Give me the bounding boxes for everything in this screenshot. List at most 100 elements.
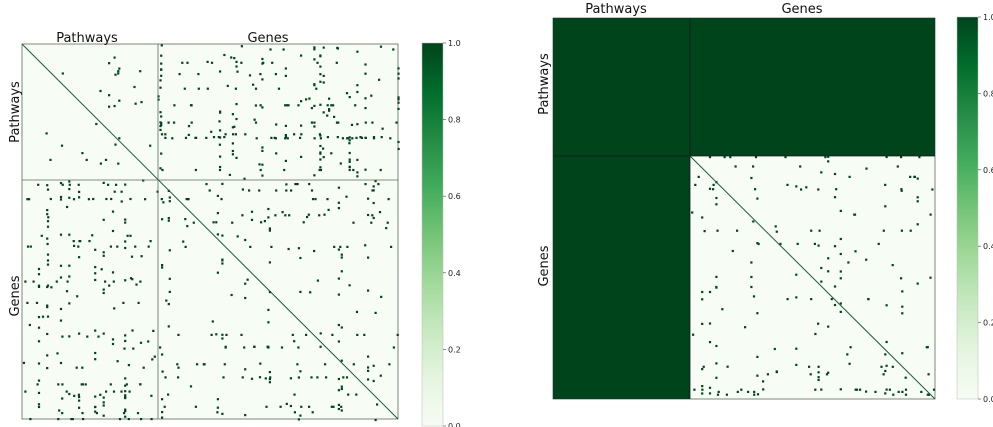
heatmap-cell [348,158,351,161]
heatmap-cell [322,111,325,114]
heatmap-cell [94,351,97,355]
heatmap-cell [820,171,823,174]
heatmap-cell [46,332,49,336]
heatmap-cell [901,312,904,315]
heatmap-cell [354,104,357,107]
heatmap-cell [827,325,830,328]
heatmap-cell [736,390,739,393]
heatmap-cell [99,89,102,93]
heatmap-cell [230,293,233,297]
heatmap-cell [820,388,823,391]
heatmap-cell [151,358,154,361]
colorbar-tick-label: 0.8 [983,89,993,98]
heatmap-cell [753,390,756,393]
heatmap-cell [215,333,218,336]
heatmap-cell [102,288,105,291]
heatmap-cell [105,390,108,393]
heatmap-cell [784,156,787,159]
heatmap-cell [218,143,221,146]
heatmap-cell [701,368,704,371]
heatmap-cell [694,183,697,186]
heatmap-cell [345,92,349,95]
heatmap-cell [68,264,71,267]
heatmap-cell [236,70,239,73]
heatmap-cell [46,259,50,262]
right-top-label-genes: Genes [781,2,822,17]
heatmap-cell [75,366,78,369]
heatmap-cell [297,104,300,107]
heatmap-cell [885,388,888,391]
heatmap-cell [60,144,64,147]
heatmap-cell [150,394,153,397]
heatmap-cell [316,279,319,282]
heatmap-cell [231,149,234,153]
heatmap-cell [259,73,262,76]
heatmap-cell [300,124,303,127]
heatmap-cell [901,290,904,293]
heatmap-cell [224,346,227,349]
colorbar-tick-label: 0.6 [983,166,993,175]
heatmap-cell [142,179,145,182]
heatmap-cell [149,240,152,243]
heatmap-cell [363,333,366,336]
heatmap-cell [134,102,137,105]
heatmap-cell [326,136,329,139]
heatmap-cell [289,377,292,380]
heatmap-cell [124,246,127,250]
heatmap-cell [223,136,226,139]
heatmap-cell [37,405,41,409]
heatmap-cell [124,183,127,186]
heatmap-cell [78,190,81,193]
colorbar-right: 0.0 0.2 0.4 0.6 0.8 1.0 [956,13,993,404]
heatmap-cell [848,175,851,178]
heatmap-cell [210,333,213,336]
heatmap-cell [163,405,166,408]
heatmap-cell [352,168,355,172]
heatmap-cell [219,70,222,73]
heatmap-cell [97,335,100,338]
heatmap-cell [285,183,288,186]
heatmap-cell [715,196,718,200]
heatmap-cell [24,390,27,393]
heatmap-cell [137,301,140,304]
heatmap-cell [916,223,919,226]
heatmap-cell [319,73,322,76]
heatmap-cell [285,402,288,405]
heatmap-cell [260,221,263,224]
heatmap-cell [120,190,123,193]
heatmap-cell [744,326,747,329]
heatmap-cell [712,188,715,191]
colorbar-right-ticks: 0.0 0.2 0.4 0.6 0.8 1.0 [978,13,993,404]
heatmap-cell [124,339,127,343]
heatmap-cell [900,156,903,159]
heatmap-cell [392,346,395,349]
heatmap-cell [367,369,370,372]
colorbar-tick-label: 0.0 [983,395,993,404]
heatmap-cell [235,117,238,121]
heatmap-cell [216,212,219,215]
heatmap-cell [108,284,111,287]
heatmap-cell [66,280,69,283]
heatmap-cell [284,104,287,107]
heatmap-cell [284,137,287,140]
heatmap-cell [250,210,254,213]
heatmap-cell [37,391,41,394]
heatmap-cell [297,376,300,379]
heatmap-cell [47,216,50,219]
heatmap-cell [833,172,837,176]
heatmap-cell [340,387,343,391]
heatmap-cell [328,97,331,100]
heatmap-cell [124,397,127,400]
heatmap-cell [183,87,186,90]
heatmap-cell [322,81,325,84]
heatmap-cell [853,213,857,216]
heatmap-cell [833,196,837,199]
heatmap-cell [124,410,127,413]
heatmap-cell [46,184,49,187]
heatmap-cell [194,405,197,408]
heatmap-cell [282,48,285,51]
heatmap-cell [313,121,316,124]
colorbar-tick-label: 0.2 [983,319,993,328]
heatmap-cell [813,242,816,245]
left-side-label-pathways: Pathways [8,81,23,143]
